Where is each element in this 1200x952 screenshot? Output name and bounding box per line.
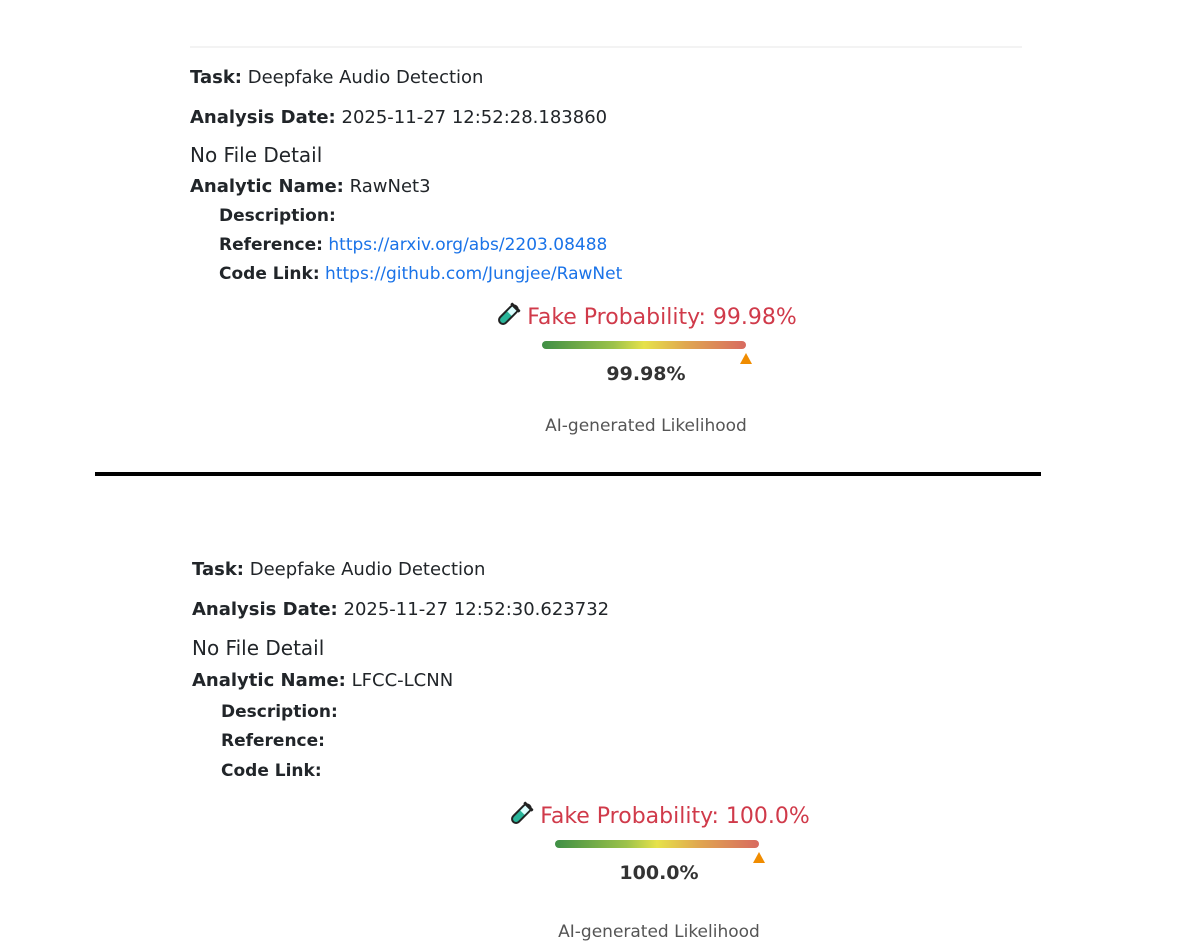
result-card: Task: Deepfake Audio Detection Analysis … [192, 492, 1092, 952]
gradient-bar [542, 341, 746, 349]
description-row: Description: [221, 700, 338, 724]
likelihood-caption: AI-generated Likelihood [558, 922, 760, 942]
reference-link[interactable]: https://arxiv.org/abs/2203.08488 [328, 235, 608, 255]
section-divider [95, 472, 1041, 476]
date-label: Analysis Date: [192, 599, 338, 620]
reference-row: Reference: [221, 729, 325, 753]
code-row: Code Link: [221, 759, 322, 783]
analytic-label: Analytic Name: [192, 670, 346, 691]
task-value: Deepfake Audio Detection [247, 67, 484, 88]
file-detail: No File Detail [192, 636, 325, 660]
analytic-label: Analytic Name: [190, 176, 344, 197]
description-row: Description: [219, 204, 336, 228]
task-label: Task: [192, 559, 244, 580]
test-tube-icon [498, 302, 521, 325]
description-label: Description: [221, 702, 338, 722]
code-row: Code Link: https://github.com/Jungjee/Ra… [219, 262, 622, 286]
date-value: 2025-11-27 12:52:28.183860 [341, 107, 608, 128]
date-row: Analysis Date: 2025-11-27 12:52:30.62373… [192, 598, 609, 622]
result-card: Task: Deepfake Audio Detection Analysis … [190, 0, 1090, 460]
probability-title-text: Fake Probability: 100.0% [540, 804, 810, 829]
code-label: Code Link: [221, 761, 322, 781]
probability-value: 99.98% [606, 363, 686, 385]
file-detail: No File Detail [190, 143, 323, 167]
probability-marker [739, 353, 752, 364]
code-label: Code Link: [219, 264, 320, 284]
probability-meter: Fake Probability: 100.0% 100.0% AI-gener… [499, 799, 819, 949]
task-row: Task: Deepfake Audio Detection [192, 558, 485, 582]
probability-title: Fake Probability: 100.0% [499, 801, 819, 832]
probability-value: 100.0% [619, 862, 699, 884]
top-divider [190, 46, 1022, 48]
likelihood-caption: AI-generated Likelihood [545, 416, 747, 436]
probability-title-text: Fake Probability: 99.98% [527, 305, 797, 330]
probability-marker [753, 852, 765, 863]
probability-meter: Fake Probability: 99.98% 99.98% AI-gener… [486, 300, 806, 450]
date-row: Analysis Date: 2025-11-27 12:52:28.18386… [190, 106, 607, 130]
probability-title: Fake Probability: 99.98% [486, 302, 806, 333]
code-link[interactable]: https://github.com/Jungjee/RawNet [325, 264, 623, 284]
description-label: Description: [219, 206, 336, 226]
date-label: Analysis Date: [190, 107, 336, 128]
task-label: Task: [190, 67, 242, 88]
analytic-value: RawNet3 [349, 176, 431, 197]
reference-label: Reference: [221, 731, 325, 751]
gradient-bar [555, 840, 759, 848]
date-value: 2025-11-27 12:52:30.623732 [343, 599, 610, 620]
task-row: Task: Deepfake Audio Detection [190, 66, 483, 90]
reference-label: Reference: [219, 235, 323, 255]
task-value: Deepfake Audio Detection [249, 559, 486, 580]
analytic-row: Analytic Name: LFCC-LCNN [192, 669, 453, 693]
test-tube-icon [511, 801, 534, 824]
analytic-row: Analytic Name: RawNet3 [190, 175, 431, 199]
analytic-value: LFCC-LCNN [351, 670, 454, 691]
reference-row: Reference: https://arxiv.org/abs/2203.08… [219, 233, 607, 257]
